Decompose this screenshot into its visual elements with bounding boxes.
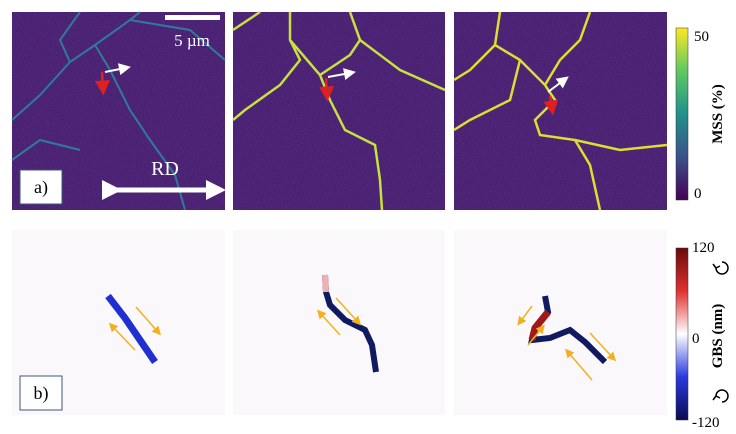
scale-bar <box>165 15 220 20</box>
rd-label: RD <box>151 158 179 180</box>
rotation-icon <box>713 262 728 274</box>
arrow <box>326 78 327 94</box>
gbs-maps: b) <box>12 230 667 415</box>
colorbar <box>676 248 688 420</box>
colorbar-tick: 0 <box>694 186 702 202</box>
colorbar-tick: 50 <box>694 29 709 45</box>
colorbar-title: MSS (%) <box>710 84 726 144</box>
colorbar-tick: 120 <box>692 240 715 256</box>
colorbar-title: GBS (nm) <box>710 304 726 369</box>
map-noise <box>233 12 445 210</box>
panel-label: a) <box>34 177 48 198</box>
map-bg <box>454 230 667 415</box>
colorbar-mss: 50 0 MSS (%) <box>676 28 726 202</box>
colorbar-gbs: 120 0 -120 GBS (nm) <box>676 240 728 429</box>
rotation-icon <box>713 390 728 402</box>
panel-label: b) <box>34 383 49 404</box>
map-bg <box>233 230 445 415</box>
scale-label: 5 µm <box>174 31 210 50</box>
mss-maps: 5 µm RD a) <box>12 12 667 210</box>
arrow <box>102 72 103 88</box>
boundary-gbs <box>325 275 326 292</box>
colorbar-tick: 0 <box>692 331 700 347</box>
colorbar-tick: -120 <box>692 415 720 429</box>
colorbar <box>676 28 688 200</box>
figure: 5 µm RD a) b) 50 0 MSS (%) 120 0 <box>0 0 736 429</box>
